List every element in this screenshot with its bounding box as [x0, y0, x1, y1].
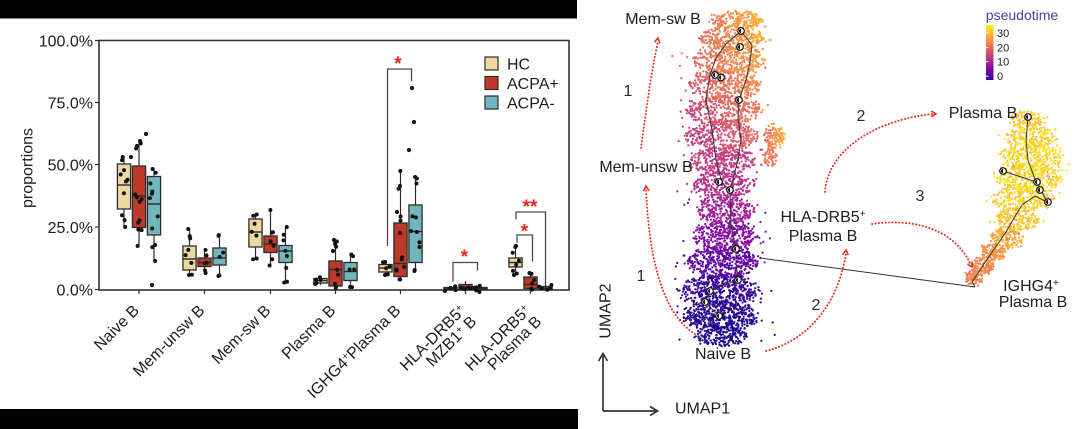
svg-text:ACPA-: ACPA-: [507, 96, 555, 113]
svg-text:100.0%: 100.0%: [39, 33, 93, 50]
svg-text:proportions: proportions: [20, 128, 37, 208]
svg-text:ACPA+: ACPA+: [507, 76, 559, 93]
svg-text:25.0%: 25.0%: [48, 220, 93, 237]
svg-text:75.0%: 75.0%: [48, 95, 93, 112]
svg-text:0.0%: 0.0%: [57, 282, 93, 299]
svg-text:**: **: [523, 197, 538, 218]
svg-text:50.0%: 50.0%: [48, 157, 93, 174]
svg-text:*: *: [521, 222, 529, 243]
svg-text:*: *: [394, 54, 402, 75]
svg-text:*: *: [461, 247, 469, 268]
svg-text:HC: HC: [507, 57, 530, 74]
